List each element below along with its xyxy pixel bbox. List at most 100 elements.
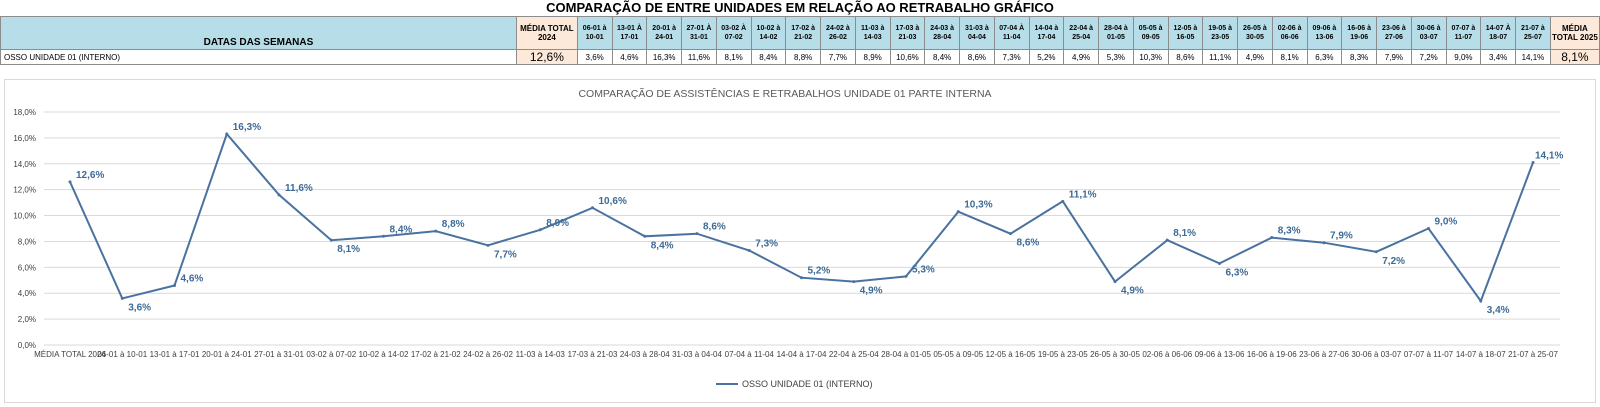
week-value: 8,6%	[959, 49, 995, 65]
data-label: 11,6%	[285, 183, 313, 194]
x-tick-label: 23-06 à 27-06	[1299, 350, 1349, 359]
week-value: 3,6%	[576, 49, 613, 65]
x-tick-label: 12-05 à 16-05	[986, 350, 1036, 359]
x-tick-label: 16-06 à 19-06	[1247, 350, 1297, 359]
data-label: 8,6%	[1017, 238, 1040, 249]
week-header: 09-06 à 13-06	[1306, 16, 1343, 50]
week-header: 05-05 à 09-05	[1132, 16, 1169, 50]
data-point	[591, 206, 594, 210]
chart-legend[interactable]: OSSO UNIDADE 01 (INTERNO)	[716, 379, 873, 389]
data-point	[277, 193, 281, 197]
line-chart: COMPARAÇÃO DE ASSISTÊNCIAS E RETRABALHOS…	[13, 87, 1563, 389]
data-point	[800, 276, 803, 280]
week-value: 5,3%	[1098, 49, 1134, 65]
data-label: 5,3%	[912, 264, 935, 275]
page-title: COMPARAÇÃO DE ENTRE UNIDADES EM RELAÇÃO …	[546, 0, 1054, 15]
data-point	[956, 210, 960, 214]
week-value: 10,3%	[1132, 49, 1169, 65]
data-label: 12,6%	[76, 170, 104, 181]
week-value: 8,1%	[1271, 49, 1308, 65]
data-label: 8,3%	[1278, 226, 1301, 237]
x-tick-label: 19-05 à 23-05	[1038, 350, 1088, 359]
legend-label: OSSO UNIDADE 01 (INTERNO)	[742, 379, 873, 389]
y-tick-label: 6,0%	[18, 263, 36, 272]
x-tick-label: 28-04 à 01-05	[881, 350, 931, 359]
y-tick-label: 2,0%	[18, 315, 36, 324]
data-point	[1061, 199, 1065, 203]
week-header: 30-06 à 03-07	[1410, 16, 1447, 50]
week-header: 24-02 à 26-02	[820, 16, 856, 50]
x-tick-label: 21-07 à 25-07	[1508, 350, 1558, 359]
data-label: 10,6%	[599, 196, 627, 207]
data-point	[120, 296, 124, 300]
week-header: 16-06 à 19-06	[1341, 16, 1378, 50]
data-point	[1165, 238, 1169, 242]
data-label: 7,3%	[755, 239, 778, 250]
data-point	[1322, 241, 1326, 245]
week-header: 07-04 À 11-04	[993, 16, 1030, 50]
data-point	[1374, 250, 1378, 254]
data-label: 7,7%	[494, 249, 517, 260]
y-axis: 0,0% 2,0% 4,0% 6,0% 8,0% 10,0% 12,0% 14,0% 16,0%…	[13, 108, 36, 350]
x-tick-label: 11-03 à 14-03	[516, 350, 566, 359]
data-label: 5,2%	[808, 266, 831, 277]
week-value: 11,1%	[1202, 49, 1239, 65]
x-tick-label: 27-01 à 31-01	[254, 350, 304, 359]
data-point	[1427, 227, 1430, 230]
x-tick-label: MÉDIA TOTAL 2024	[34, 350, 106, 359]
week-value: 5,2%	[1028, 49, 1065, 65]
week-value: 11,6%	[681, 49, 717, 65]
week-value: 7,2%	[1410, 49, 1447, 65]
chart-title: COMPARAÇÃO DE ASSISTÊNCIAS E RETRABALHOS…	[578, 87, 991, 100]
week-header: 28-04 à 01-05	[1098, 16, 1134, 50]
avg-2024-value: 12,6%	[515, 49, 578, 65]
series-line	[69, 132, 1534, 304]
x-tick-label: 17-03 à 21-03	[568, 350, 618, 359]
data-point	[1270, 236, 1274, 240]
x-tick-label: 07-04 à 11-04	[725, 350, 775, 359]
data-label: 11,1%	[1069, 189, 1097, 200]
x-tick-label: 07-07 à 11-07	[1404, 350, 1454, 359]
week-header: 31-03 à 04-04	[959, 16, 995, 50]
data-label: 8,1%	[1173, 228, 1196, 239]
data-point	[1479, 299, 1483, 303]
week-header: 27-01 À 31-01	[681, 16, 717, 50]
week-header: 13-01 À 17-01	[611, 16, 648, 50]
week-value: 3,4%	[1480, 49, 1517, 65]
data-label: 16,3%	[233, 122, 261, 133]
x-tick-label: 17-02 à 21-02	[411, 350, 461, 359]
data-point	[68, 180, 72, 184]
table-row: OSSO UNIDADE 01 (INTERNO) 12,6% 3,6% 4,6%…	[0, 49, 1600, 65]
week-header: 12-05 à 16-05	[1167, 16, 1204, 50]
x-tick-label: 13-01 à 17-01	[150, 350, 200, 359]
data-label: 14,1%	[1535, 150, 1563, 161]
x-tick-label: 10-02 à 14-02	[359, 350, 409, 359]
data-point	[1009, 232, 1012, 236]
week-value: 8,4%	[924, 49, 961, 65]
data-label: 7,2%	[1382, 256, 1405, 267]
week-header: 17-03 à 21-03	[889, 16, 926, 50]
week-value: 7,9%	[1376, 49, 1412, 65]
data-label: 4,6%	[181, 273, 204, 284]
week-value: 14,1%	[1515, 49, 1551, 65]
data-label: 10,3%	[964, 200, 992, 211]
x-tick-label: 22-04 à 25-04	[829, 350, 879, 359]
week-value: 8,1%	[715, 49, 752, 65]
data-label: 8,9%	[546, 218, 569, 229]
data-point	[904, 274, 908, 278]
week-header: 26-05 à 30-05	[1237, 16, 1273, 50]
data-label: 3,4%	[1487, 305, 1510, 316]
data-point	[1218, 261, 1221, 265]
data-label: 6,3%	[1226, 267, 1249, 278]
y-tick-label: 4,0%	[18, 289, 36, 298]
avg-2024-header: MÉDIA TOTAL 2024	[515, 16, 578, 50]
data-label: 8,4%	[651, 240, 674, 251]
week-value: 7,3%	[993, 49, 1030, 65]
x-tick-label: 26-05 à 30-05	[1090, 350, 1140, 359]
x-tick-label: 30-06 à 03-07	[1351, 350, 1401, 359]
x-tick-label: 03-02 à 07-02	[306, 350, 356, 359]
data-label: 9,0%	[1435, 217, 1458, 228]
week-header: 10-02 à 14-02	[750, 16, 787, 50]
week-value: 16,3%	[646, 49, 683, 65]
week-value: 9,0%	[1445, 49, 1482, 65]
